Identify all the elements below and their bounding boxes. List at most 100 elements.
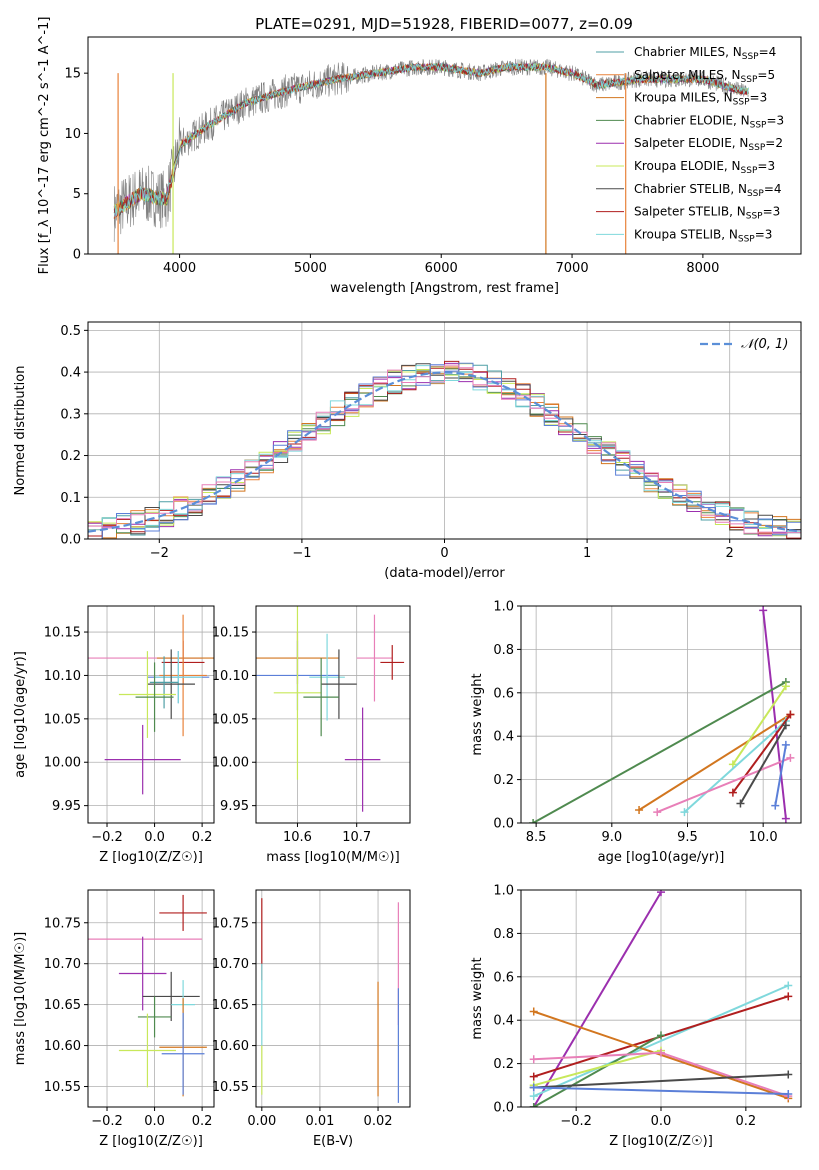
y-tick-label: 0.6 [493,970,514,985]
x-tick-label: −0.2 [91,830,123,845]
y-tick-label: 1.0 [493,884,514,899]
weight-line-chabrier_elodie [533,1034,662,1107]
y-tick-label: 10.05 [212,712,249,727]
y-tick-label: 10.75 [44,916,81,931]
legend-entry: Salpeter STELIB, NSSP=3 [634,205,780,222]
y-tick-label: 0.4 [493,1014,514,1029]
x-tick-label: −1 [292,546,311,561]
weight-marker [784,981,793,990]
legend-entry: 𝒩(0, 1) [741,337,788,352]
x-axis-label: Z [log10(Z/Z☉)] [609,1134,713,1149]
y-tick-label: 9.95 [220,799,249,814]
y-tick-label: 10.05 [44,712,81,727]
y-tick-label: 0.8 [493,643,514,658]
legend-entry: Chabrier MILES, NSSP=4 [634,45,776,62]
legend-entry: Salpeter ELODIE, NSSP=2 [634,136,783,153]
y-tick-label: 10.00 [44,756,81,771]
y-tick-label: 0.0 [493,817,514,832]
weight-line-chabrier_stelib [533,1073,789,1089]
y-tick-label: 0.4 [493,730,514,745]
y-axis-label: mass weight [470,673,485,755]
errorbar-point [147,649,195,719]
errorbar-point [356,614,393,702]
plot-area [529,606,795,823]
y-axis-label: mass weight [470,957,485,1039]
x-tick-label: 7000 [556,261,589,276]
panel-mass_vs_Z: −0.2 0.0 0.2 10.55 10.60 10.65 10.70 10.75 Z [lo… [13,889,215,1149]
x-tick-label: 0.0 [651,1114,672,1129]
legend-subscript: SSP [742,52,759,62]
legend-count: =3 [763,205,781,219]
weight-marker [653,808,662,817]
x-axis-label: E(B-V) [313,1134,353,1149]
errorbar-point [159,614,207,737]
axes-frame [87,321,802,540]
panel-weight_vs_Z: −0.2 0.0 0.2 0.0 0.2 0.4 0.6 0.8 1.0 Z [log10(Z/Z… [470,884,802,1149]
errorbar-point [380,645,405,680]
panel-weight_vs_age: 8.5 9.0 9.5 10.0 0.0 0.2 0.4 0.6 0.8 1.0 age [log1… [470,600,802,865]
panel-mass_vs_EBV: 0.00 0.01 0.02 10.55 10.60 10.65 10.70 10.75 E(B… [212,889,411,1149]
y-tick-label: 0.4 [60,366,81,381]
x-tick-label: 0.0 [144,830,165,845]
y-tick-label: 10.70 [44,957,81,972]
y-tick-label: 10.60 [44,1039,81,1054]
legend-subscript: SSP [741,75,758,85]
weight-line-kroupa_stelib [533,984,789,1098]
errorbar-point [154,651,203,704]
axes-frame [87,889,215,1108]
x-tick-label: 5000 [294,261,327,276]
x-tick-label: 1 [583,546,591,561]
x-tick-label: 8000 [686,261,719,276]
weight-line-chabrier_stelib [739,724,787,805]
figure-title: PLATE=0291, MJD=51928, FIBERID=0077, z=0… [255,15,633,33]
weight-line-blue [533,1086,789,1095]
y-tick-label: 10.65 [44,998,81,1013]
y-tick-label: 1.0 [493,600,514,615]
axes-frame [255,889,411,1108]
x-tick-label: 10.7 [342,830,371,845]
weight-marker [784,1070,793,1079]
x-tick-label: 0.02 [364,1114,393,1129]
errorbar-point [142,971,200,1022]
y-tick-label: 10.65 [212,998,249,1013]
weight-line-chabrier_elodie [532,681,787,823]
legend-entry: Salpeter MILES, NSSP=5 [634,68,775,85]
x-tick-label: 2 [726,546,734,561]
errorbar-point [137,996,172,1038]
x-tick-label: 6000 [425,261,458,276]
weight-marker [784,1089,793,1098]
legend-count: =3 [766,113,784,127]
y-axis-label: age [log10(age/yr)] [13,651,28,778]
x-tick-label: 4000 [163,261,196,276]
errorbar-point [118,1013,176,1088]
y-tick-label: 5 [73,187,81,202]
legend-subscript: SSP [747,189,764,199]
y-axis-label: mass [log10(M/M☉)] [13,932,28,1065]
panel-age_vs_Z: −0.2 0.0 0.2 9.95 10.00 10.05 10.10 10.15 Z [log… [13,605,215,865]
weight-marker [728,760,737,769]
y-tick-label: 10.55 [44,1080,81,1095]
axes-frame [87,36,802,255]
legend-subscript: SSP [738,234,755,244]
x-tick-label: 8.5 [526,830,547,845]
panel-age_vs_mass: 10.6 10.7 9.95 10.00 10.05 10.10 10.15 mass [lo… [212,605,411,865]
x-tick-label: 0 [440,546,448,561]
y-tick-label: 0.2 [493,773,514,788]
plot-area [113,58,749,254]
legend-subscript: SSP [741,166,758,176]
y-tick-label: 10.60 [212,1039,249,1054]
y-tick-label: 10.55 [212,1080,249,1095]
plot-area [256,606,405,812]
weight-line-kroupa_stelib [683,720,787,813]
weight-marker [529,1083,538,1092]
legend: Chabrier MILES, NSSP=4 Salpeter MILES, NS… [596,45,784,244]
weight-marker [529,1072,538,1081]
axes-frame [87,605,215,824]
errorbar-point [118,651,176,738]
weight-marker [657,1031,665,1040]
weight-line-blue [774,744,787,806]
y-tick-label: 10.00 [212,756,249,771]
x-tick-label: −0.2 [560,1114,592,1129]
x-axis-label: age [log10(age/yr)] [598,850,725,865]
errorbar-point [135,662,174,732]
